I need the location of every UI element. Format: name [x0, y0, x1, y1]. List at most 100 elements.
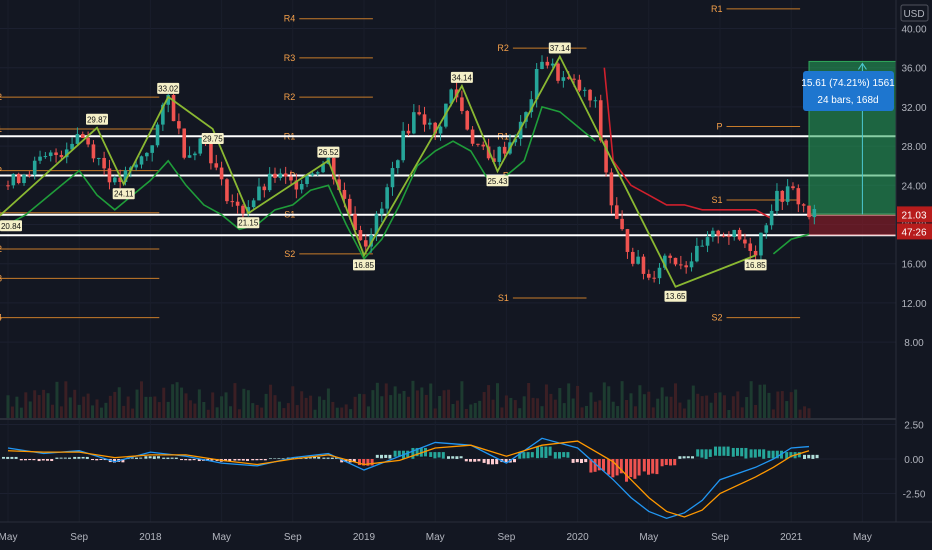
pivot-label: R4 [284, 14, 296, 24]
candle-body [801, 204, 806, 206]
pivot-label: P [0, 166, 2, 176]
candle-body [529, 99, 534, 113]
volume-bar [531, 397, 535, 418]
currency-label[interactable]: USD [903, 9, 924, 20]
candle-body [342, 189, 347, 199]
volume-bar [780, 391, 784, 418]
pivot-label: R2 [0, 92, 2, 102]
volume-bar [73, 389, 77, 418]
signal-line [7, 440, 810, 518]
volume-bar [282, 408, 286, 418]
candle-body [727, 235, 731, 237]
macd-histogram-bar [797, 452, 801, 458]
candle-body [438, 126, 443, 134]
volume-bar [527, 382, 531, 418]
macd-histogram-bar [513, 459, 516, 463]
candle-body [689, 261, 694, 268]
zigzag-label-box [486, 175, 509, 187]
macd-histogram-bar [473, 459, 477, 462]
volume-bar [722, 395, 726, 418]
horizontal-levels[interactable] [0, 135, 896, 237]
candle-body [80, 134, 85, 138]
macd-histogram-bar [607, 459, 611, 475]
macd-histogram-bar [625, 459, 628, 482]
macd-histogram-bar [726, 446, 730, 456]
macd-histogram-bar [642, 459, 646, 472]
volume-bar [77, 404, 81, 418]
volume-bar [99, 407, 103, 418]
time-tick-label: May [853, 532, 872, 543]
zigzag-label-box [548, 42, 571, 54]
volume-bar [464, 408, 468, 418]
supertrend-up-line [772, 233, 810, 255]
volume-bar [540, 406, 544, 418]
volume-bar [193, 403, 197, 418]
time-axis[interactable]: May Sep 2018 May Sep 2019 May Sep 2020 May Sep 2021… [0, 521, 932, 550]
candle-body [775, 190, 779, 211]
long-position-tool[interactable]: 15.61 (74.21%) 1561 24 bars, 168d [801, 60, 897, 236]
candle-body [630, 251, 635, 264]
volume-bar [91, 405, 95, 418]
volume-bar [589, 392, 593, 418]
candle-body [123, 170, 128, 182]
candle-body [48, 152, 53, 157]
volume-bar [309, 395, 313, 418]
macd-histogram-bar [50, 459, 54, 462]
candle-body [737, 229, 742, 240]
volume-bar [211, 392, 215, 418]
macd-histogram-bar [815, 454, 819, 459]
volume-bar [585, 405, 588, 418]
volume-bar [771, 409, 775, 418]
macd-histogram-bar [424, 447, 427, 457]
zigzag-label-box [201, 132, 224, 144]
volume-bar [776, 391, 780, 418]
candle-body [347, 198, 352, 215]
macd-histogram-bar [63, 457, 67, 459]
macd-histogram-bar [811, 454, 815, 459]
candle-body [155, 124, 160, 146]
macd-histogram-bar [14, 456, 18, 459]
volume-bar [126, 396, 130, 418]
zigzag-label: 20.84 [1, 222, 22, 231]
stop-zone[interactable] [809, 214, 896, 236]
currency-label-box[interactable] [900, 4, 929, 22]
macd-histogram-bar [544, 446, 548, 458]
candle-body [102, 157, 106, 169]
volume-bar [602, 382, 606, 418]
macd-histogram-bar [263, 459, 267, 461]
volume-bar [509, 397, 513, 418]
candle-body [267, 173, 272, 191]
volume-bar [478, 400, 482, 418]
time-tick-label: May [0, 532, 17, 543]
volume-bar [366, 406, 370, 418]
price-axis[interactable]: USD 44.0040.0036.0032.0028.0024.0020.001… [895, 0, 932, 535]
volume-bar [188, 400, 192, 418]
macd-histogram-bar [433, 452, 437, 459]
candle-body [64, 149, 69, 158]
macd-histogram-bar [317, 456, 321, 459]
candle-body [289, 176, 293, 181]
macd-histogram-bar [540, 446, 544, 458]
candle-body [374, 214, 379, 236]
candle-body [582, 89, 587, 91]
measure-info-box[interactable] [803, 71, 894, 111]
macd-histogram-bar [744, 447, 748, 459]
volume-bar [647, 391, 651, 418]
zigzag-label: 29.87 [87, 115, 108, 124]
macd-histogram-bar [700, 449, 704, 458]
volume-bar [696, 393, 700, 418]
price-tick-label: 40.00 [901, 25, 926, 36]
macd-histogram-bar [330, 457, 334, 459]
macd-histogram-bar [571, 459, 575, 463]
candle-body [161, 104, 165, 125]
macd-histogram-bar [24, 459, 27, 461]
volume-bar [407, 396, 410, 418]
volume-bar [705, 395, 709, 418]
volume-bar [656, 398, 660, 418]
volume-bar [727, 409, 731, 418]
time-tick-label: 2018 [139, 532, 162, 543]
macd-histogram-bar [273, 458, 277, 459]
candle-body [476, 143, 480, 145]
macd-histogram-bar [495, 459, 499, 465]
